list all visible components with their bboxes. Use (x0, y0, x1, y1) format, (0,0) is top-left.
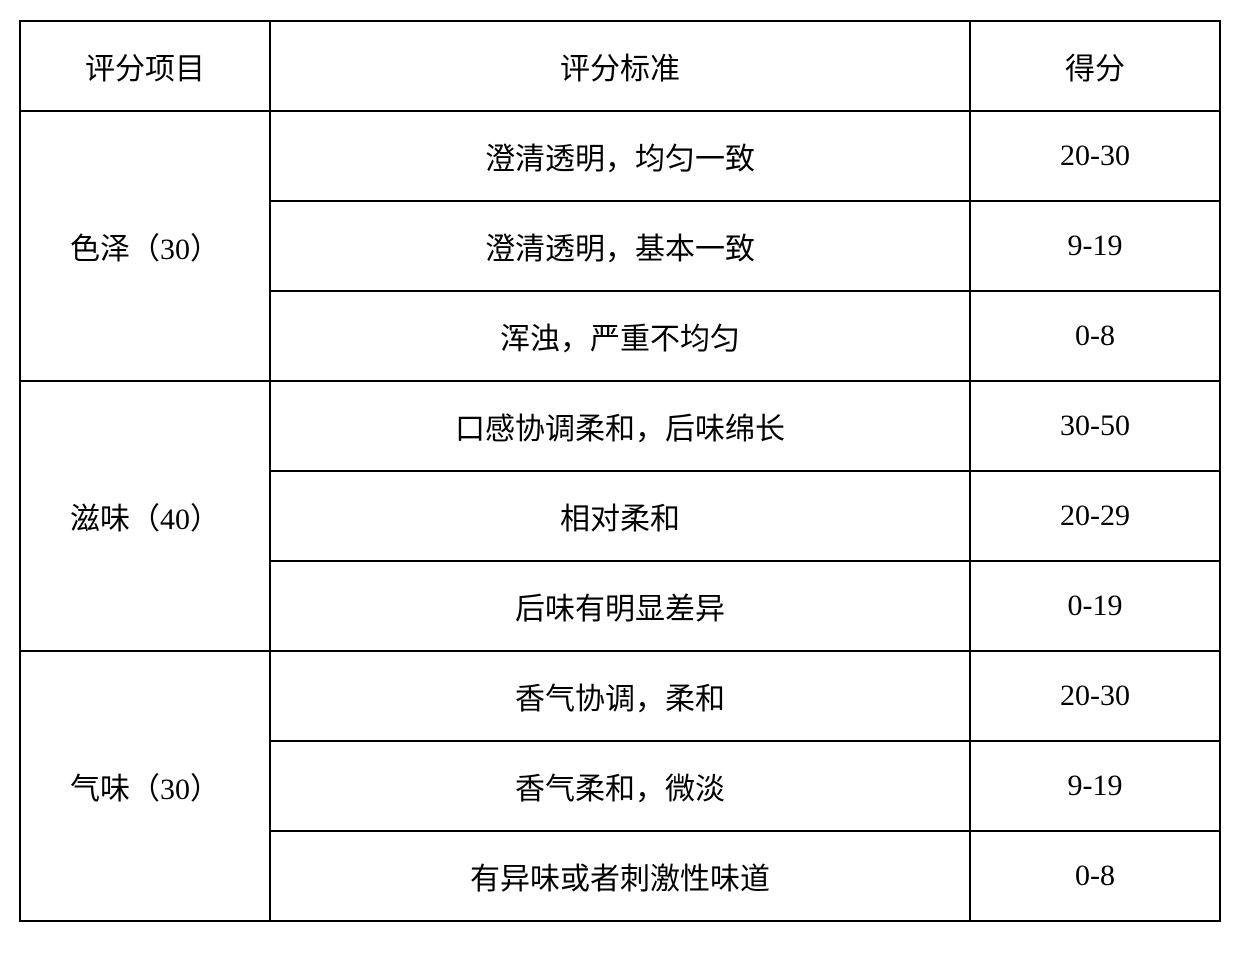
group-item-cell: 滋味（40） (20, 381, 270, 651)
col-header-score: 得分 (970, 21, 1220, 111)
table-row: 色泽（30） 澄清透明，均匀一致 20-30 (20, 111, 1220, 201)
score-cell: 0-8 (970, 831, 1220, 921)
score-cell: 20-29 (970, 471, 1220, 561)
criteria-cell: 香气柔和，微淡 (270, 741, 970, 831)
criteria-cell: 有异味或者刺激性味道 (270, 831, 970, 921)
criteria-cell: 香气协调，柔和 (270, 651, 970, 741)
criteria-cell: 相对柔和 (270, 471, 970, 561)
criteria-cell: 口感协调柔和，后味绵长 (270, 381, 970, 471)
criteria-cell: 浑浊，严重不均匀 (270, 291, 970, 381)
score-cell: 0-19 (970, 561, 1220, 651)
group-item-cell: 气味（30） (20, 651, 270, 921)
col-header-item: 评分项目 (20, 21, 270, 111)
score-cell: 20-30 (970, 111, 1220, 201)
group-item-cell: 色泽（30） (20, 111, 270, 381)
criteria-cell: 后味有明显差异 (270, 561, 970, 651)
score-cell: 9-19 (970, 201, 1220, 291)
table-row: 气味（30） 香气协调，柔和 20-30 (20, 651, 1220, 741)
score-cell: 30-50 (970, 381, 1220, 471)
scoring-rubric-table: 评分项目 评分标准 得分 色泽（30） 澄清透明，均匀一致 20-30 澄清透明… (19, 20, 1221, 922)
col-header-criteria: 评分标准 (270, 21, 970, 111)
criteria-cell: 澄清透明，基本一致 (270, 201, 970, 291)
page: 评分项目 评分标准 得分 色泽（30） 澄清透明，均匀一致 20-30 澄清透明… (0, 20, 1240, 964)
score-cell: 20-30 (970, 651, 1220, 741)
score-cell: 0-8 (970, 291, 1220, 381)
score-cell: 9-19 (970, 741, 1220, 831)
table-row: 滋味（40） 口感协调柔和，后味绵长 30-50 (20, 381, 1220, 471)
criteria-cell: 澄清透明，均匀一致 (270, 111, 970, 201)
table-header-row: 评分项目 评分标准 得分 (20, 21, 1220, 111)
